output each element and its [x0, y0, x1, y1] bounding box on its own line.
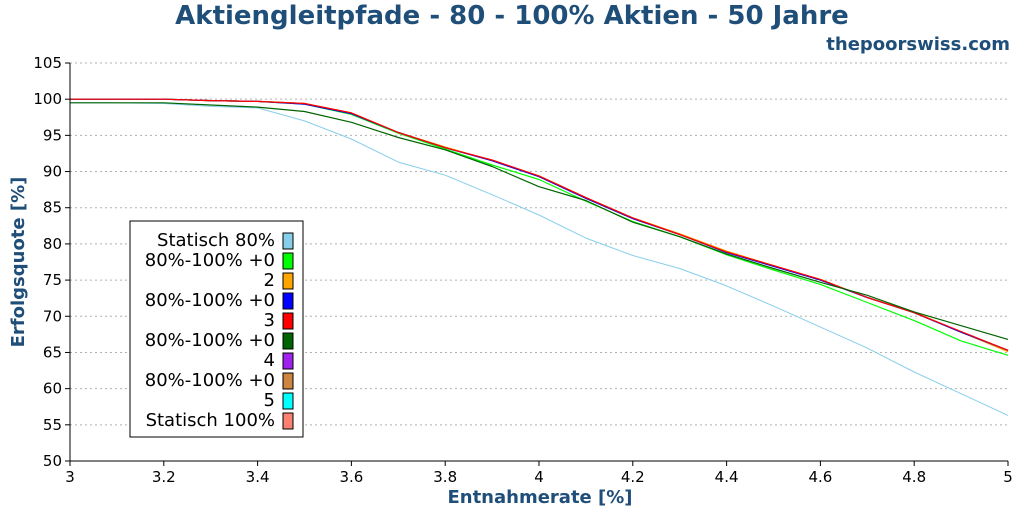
x-tick-label: 4.2 — [621, 468, 645, 486]
x-axis-title: Entnahmerate [%] — [447, 487, 632, 508]
y-tick-label: 80 — [43, 235, 62, 253]
y-tick-label: 70 — [43, 307, 62, 325]
legend-box — [129, 220, 304, 438]
x-tick-label: 4 — [534, 468, 544, 486]
legend-label: 3 — [264, 310, 275, 331]
legend-swatch — [282, 372, 294, 390]
legend-swatch — [282, 292, 294, 310]
y-axis-title: Erfolgsquote [%] — [8, 177, 29, 348]
x-tick-label: 3 — [65, 468, 75, 486]
x-tick-label: 3.8 — [433, 468, 457, 486]
legend-label: Statisch 100% — [146, 410, 275, 431]
y-tick-label: 50 — [43, 452, 62, 470]
legend-label: 5 — [264, 390, 275, 411]
source-label: thepoorswiss.com — [826, 34, 1010, 55]
legend-label: 4 — [264, 350, 275, 371]
legend-label: 80%-100% +0 — [145, 370, 275, 391]
y-tick-label: 90 — [43, 163, 62, 181]
y-tick-label: 60 — [43, 380, 62, 398]
legend-swatch — [282, 232, 294, 250]
y-tick-label: 105 — [33, 54, 62, 72]
y-tick-label: 95 — [43, 126, 62, 144]
series-line-0 — [70, 102, 1009, 416]
x-tick-label: 3.4 — [246, 468, 270, 486]
legend-label: 2 — [264, 270, 275, 291]
y-tick-label: 65 — [43, 343, 62, 361]
x-tick-label: 3.2 — [152, 468, 176, 486]
y-tick-label: 85 — [43, 199, 62, 217]
x-tick-label: 4.4 — [715, 468, 739, 486]
x-tick-label: 5 — [1003, 468, 1013, 486]
legend-swatch — [282, 392, 294, 410]
x-tick-label: 4.6 — [808, 468, 832, 486]
series-lines — [70, 98, 1009, 416]
legend-swatch — [282, 312, 294, 330]
legend-swatch — [282, 272, 294, 290]
x-tick-label: 3.6 — [339, 468, 363, 486]
legend-label: Statisch 80% — [157, 230, 275, 251]
y-tick-label: 75 — [43, 271, 62, 289]
y-tick-label: 55 — [43, 416, 62, 434]
series-line-5 — [70, 102, 1009, 340]
legend-label: 80%-100% +0 — [145, 250, 275, 271]
legend-swatch — [282, 412, 294, 430]
legend-label: 80%-100% +0 — [145, 290, 275, 311]
legend-swatch — [282, 332, 294, 350]
legend-swatch — [282, 352, 294, 370]
legend-swatch — [282, 252, 294, 270]
chart-title: Aktiengleitpfade - 80 - 100% Aktien - 50… — [175, 1, 849, 31]
y-tick-label: 100 — [33, 90, 62, 108]
x-tick-label: 4.8 — [902, 468, 926, 486]
legend-label: 80%-100% +0 — [145, 330, 275, 351]
